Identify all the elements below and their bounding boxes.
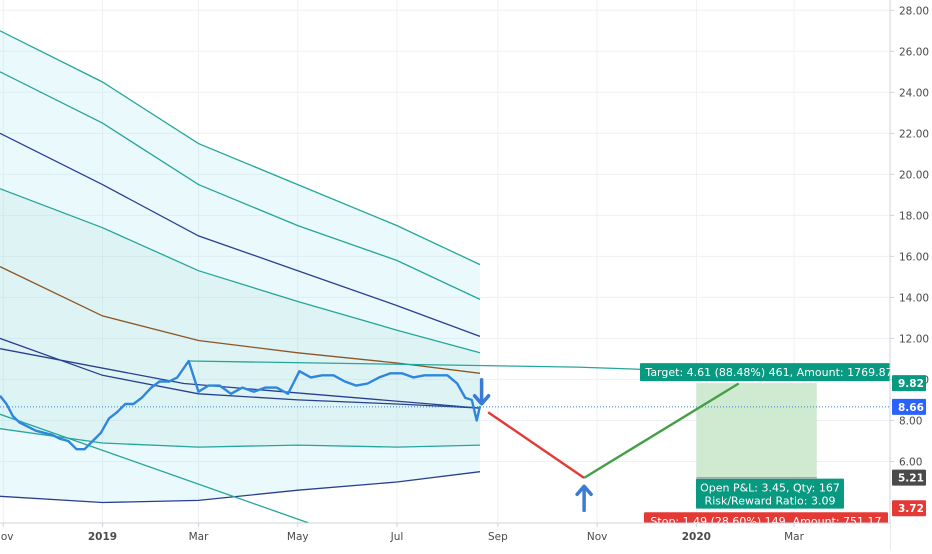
- x-tick-label: Sep: [488, 531, 508, 543]
- band-line-navy: [0, 337, 481, 409]
- y-tick-label: 20.00: [899, 169, 929, 181]
- band-line-teal: [0, 30, 481, 266]
- arrow-up-icon[interactable]: [575, 484, 593, 513]
- open-pl-box: [696, 478, 844, 509]
- x-tick-label: Nov: [587, 531, 608, 543]
- band-fill-inner: [0, 338, 480, 448]
- x-tick-label: Nov: [0, 531, 14, 543]
- projection-up-line[interactable]: [583, 382, 740, 479]
- price-badge-box: [892, 375, 926, 392]
- y-tick-label: 28.00: [899, 5, 929, 17]
- band-fill-inner: [0, 188, 480, 374]
- x-tick-label: 2019: [88, 531, 117, 543]
- x-tick-label: May: [287, 531, 309, 543]
- price-badge-box: [892, 500, 926, 517]
- time-axis-panel[interactable]: [0, 523, 890, 550]
- trend-line-navy: [0, 348, 481, 409]
- y-tick-label: 6.00: [899, 456, 922, 468]
- band-line-teal: [0, 71, 481, 300]
- band-line-teal: [0, 428, 481, 448]
- open-pl-text: Open P&L: 3.45, Qty: 167: [700, 482, 840, 495]
- risk-reward-text: Risk/Reward Ratio: 3.09: [705, 495, 836, 508]
- x-tick-label: Mar: [189, 531, 209, 543]
- band-fill-inner: [0, 266, 480, 409]
- y-tick-label: 18.00: [899, 210, 929, 222]
- y-tick-label: 8.00: [899, 415, 922, 427]
- price-axis-panel[interactable]: [890, 0, 932, 550]
- trend-line-teal: [0, 413, 321, 528]
- arrow-head: [575, 484, 593, 497]
- price-badge-box: [892, 398, 926, 415]
- x-tick-label: Mar: [784, 531, 804, 543]
- band-line-teal: [0, 188, 481, 354]
- x-tick-label: 2020: [682, 531, 711, 543]
- y-tick-label: 24.00: [899, 87, 929, 99]
- price-badge-text: 9.82: [898, 378, 924, 390]
- price-series: [0, 359, 890, 451]
- target-label: Target: 4.61 (88.48%) 461, Amount: 1769.…: [640, 363, 898, 382]
- y-tick-label: 26.00: [899, 46, 929, 58]
- y-tick-label: 16.00: [899, 251, 929, 263]
- band-line-navy: [0, 471, 481, 504]
- price-badge: 9.82: [892, 375, 926, 392]
- price-badge-text: 8.66: [898, 402, 924, 414]
- arrow-down-icon[interactable]: [472, 378, 491, 406]
- y-tick-label: 14.00: [899, 292, 929, 304]
- y-tick-label: 22.00: [899, 128, 929, 140]
- arrow-head: [472, 394, 491, 406]
- band-line-navy: [0, 132, 481, 338]
- projection-down-line[interactable]: [487, 411, 585, 479]
- price-badge: 3.72: [892, 500, 926, 517]
- y-tick-label: 12.00: [899, 333, 929, 345]
- price-badge-text: 3.72: [898, 503, 924, 515]
- price-badge: 8.66: [892, 398, 926, 415]
- price-line: [0, 359, 482, 451]
- projection-drawing[interactable]: [472, 378, 740, 513]
- price-badge: 5.21: [892, 469, 926, 486]
- target-label-text: Target: 4.61 (88.48%) 461, Amount: 1769.…: [644, 366, 892, 379]
- profit-zone[interactable]: [696, 383, 817, 478]
- price-badge-box: [892, 469, 926, 486]
- price-badge-text: 5.21: [898, 473, 924, 485]
- x-tick-label: Jul: [390, 531, 404, 543]
- target-label-box: [640, 363, 898, 382]
